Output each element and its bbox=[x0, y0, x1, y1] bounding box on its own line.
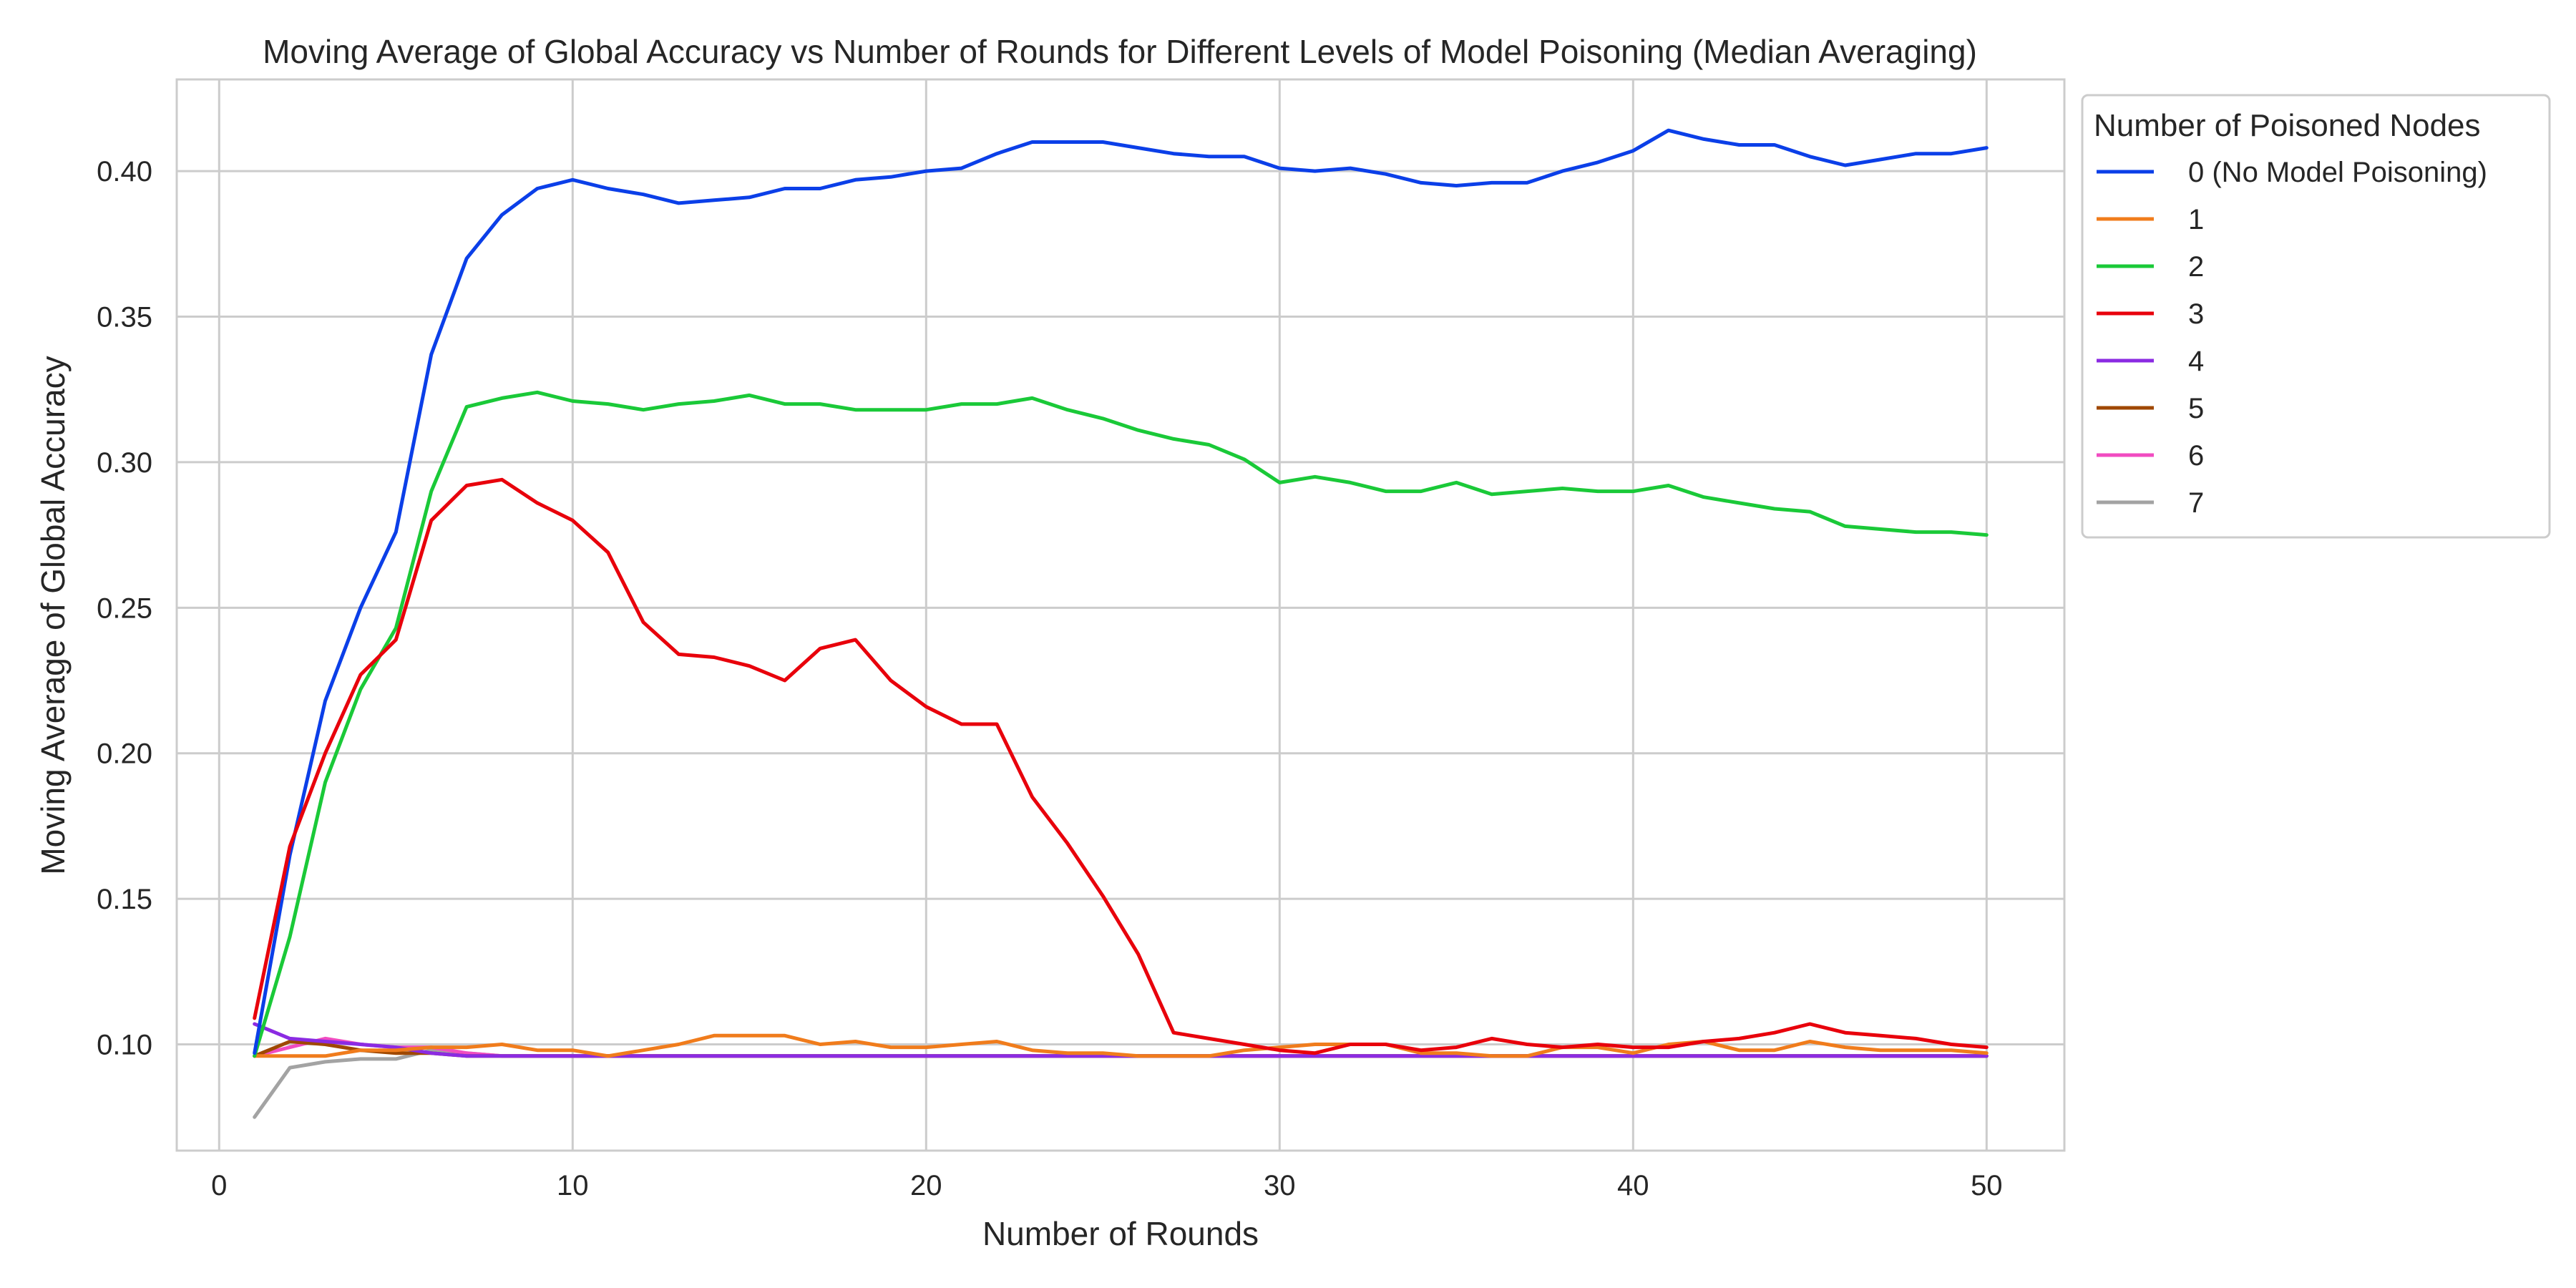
legend-title: Number of Poisoned Nodes bbox=[2094, 108, 2481, 143]
legend-label-0: 0 (No Model Poisoning) bbox=[2188, 157, 2487, 188]
y-tick-label: 0.15 bbox=[97, 884, 152, 915]
x-tick-label: 50 bbox=[1971, 1170, 2003, 1201]
plot-frame bbox=[175, 78, 2066, 1152]
x-axis-label: Number of Rounds bbox=[982, 1215, 1259, 1252]
legend-label-2: 2 bbox=[2188, 251, 2204, 283]
x-tick-label: 0 bbox=[211, 1170, 227, 1201]
series-line-0 bbox=[253, 128, 1989, 1055]
legend-label-6: 6 bbox=[2188, 440, 2204, 472]
series-lines bbox=[253, 128, 1989, 1119]
x-tick-label: 30 bbox=[1264, 1170, 1296, 1201]
y-tick-label: 0.25 bbox=[97, 592, 152, 624]
series-line-2 bbox=[253, 390, 1989, 1058]
legend-label-7: 7 bbox=[2188, 487, 2204, 519]
series-line-3 bbox=[253, 477, 1989, 1055]
chart-title: Moving Average of Global Accuracy vs Num… bbox=[263, 33, 1977, 70]
y-tick-label: 0.20 bbox=[97, 738, 152, 770]
x-tick-label: 10 bbox=[557, 1170, 589, 1201]
legend-label-4: 4 bbox=[2188, 346, 2204, 377]
tick-labels: 0 10 20 30 40 50 0.10 0.15 0.20 0.25 0.30 0.35 0.40 bbox=[97, 156, 2002, 1201]
legend-items: 0 (No Model Poisoning) 1 2 3 4 5 6 7 bbox=[2097, 157, 2487, 519]
y-tick-label: 0.35 bbox=[97, 302, 152, 333]
legend-box bbox=[2081, 94, 2551, 539]
y-axis-label: Moving Average of Global Accuracy bbox=[34, 356, 72, 874]
legend-label-1: 1 bbox=[2188, 204, 2204, 235]
y-tick-label: 0.10 bbox=[97, 1030, 152, 1061]
legend-label-3: 3 bbox=[2188, 298, 2204, 330]
y-tick-label: 0.40 bbox=[97, 156, 152, 187]
grid-lines bbox=[177, 79, 2064, 1151]
x-tick-label: 20 bbox=[910, 1170, 942, 1201]
legend-label-5: 5 bbox=[2188, 393, 2204, 424]
y-tick-label: 0.30 bbox=[97, 447, 152, 479]
legend: Number of Poisoned Nodes 0 (No Model Poi… bbox=[2081, 94, 2551, 539]
x-tick-label: 40 bbox=[1617, 1170, 1649, 1201]
